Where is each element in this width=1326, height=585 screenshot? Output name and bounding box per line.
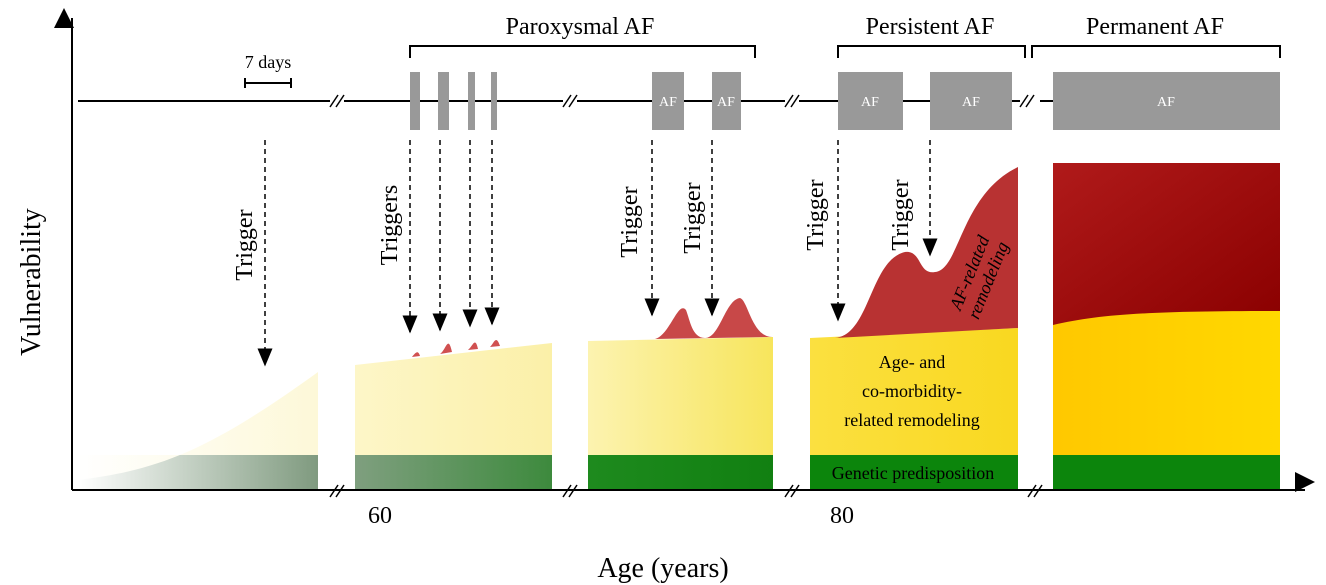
- axis-breaks: [329, 484, 1043, 498]
- x-tick-label: 80: [830, 503, 854, 529]
- scale-label: 7 days: [245, 52, 292, 72]
- trigger-label: Trigger: [680, 182, 706, 253]
- af-episodes: [410, 72, 1280, 130]
- label-line: related remodeling: [844, 410, 979, 430]
- label-line: co-morbidity-: [862, 381, 962, 401]
- panel-1: [78, 372, 318, 490]
- x-axis-label: Age (years): [597, 553, 728, 584]
- panel-5: [1053, 163, 1280, 490]
- label-line: Age- and: [879, 352, 945, 372]
- af-label: AF: [659, 95, 677, 110]
- trigger-arrows: [257, 140, 938, 367]
- phase-label: Paroxysmal AF: [506, 14, 655, 40]
- trigger-label: Trigger: [232, 209, 258, 280]
- af-label: AF: [861, 95, 879, 110]
- timeline-breaks: [329, 94, 1035, 108]
- x-tick-label: 60: [368, 503, 392, 529]
- trigger-label: Trigger: [803, 179, 829, 250]
- trigger-label: Triggers: [377, 185, 403, 265]
- trigger-label: Trigger: [888, 179, 914, 250]
- y-axis-label: Vulnerability: [16, 208, 47, 356]
- phase-label: Persistent AF: [866, 14, 995, 40]
- phase-label: Permanent AF: [1086, 14, 1224, 40]
- panel-2: [355, 339, 552, 490]
- genetic-label: Genetic predisposition: [832, 463, 994, 483]
- af-label: AF: [962, 95, 980, 110]
- panel-3: [588, 298, 773, 490]
- bracket: [409, 45, 756, 58]
- bracket: [837, 45, 1026, 58]
- trigger-label: Trigger: [617, 186, 643, 257]
- af-label: AF: [717, 95, 735, 110]
- bracket: [1031, 45, 1281, 58]
- panel-4: [810, 167, 1018, 490]
- af-label: AF: [1157, 95, 1175, 110]
